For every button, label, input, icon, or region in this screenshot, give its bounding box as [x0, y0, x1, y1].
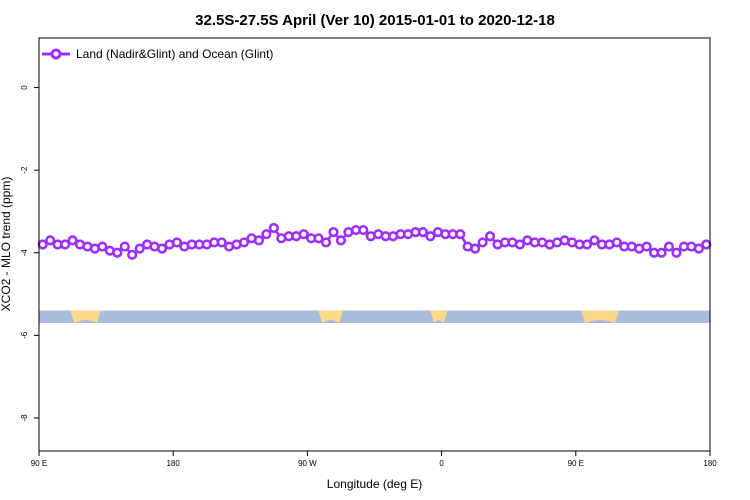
legend-label: Land (Nadir&Glint) and Ocean (Glint) — [76, 47, 273, 61]
data-point — [656, 247, 667, 258]
y-tick-label: -4 — [20, 249, 29, 257]
data-point — [134, 243, 145, 254]
land-segment-3 — [430, 310, 448, 323]
data-point — [112, 247, 123, 258]
x-axis-label: Longitude (deg E) — [327, 477, 422, 491]
data-point — [298, 229, 309, 240]
data-point — [641, 241, 652, 252]
data-point — [470, 243, 481, 254]
data-point — [45, 235, 56, 246]
data-point — [611, 237, 622, 248]
chart-title: 32.5S-27.5S April (Ver 10) 2015-01-01 to… — [195, 12, 555, 29]
x-tick-label: 90 E — [568, 459, 584, 468]
data-point — [663, 241, 675, 252]
data-point — [268, 222, 279, 234]
data-point — [261, 229, 272, 240]
data-point — [484, 231, 496, 242]
y-axis-label: XCO2 - MLO trend (ppm) — [0, 177, 13, 312]
data-point — [171, 237, 183, 248]
data-point — [514, 239, 525, 250]
data-point — [701, 239, 712, 250]
data-point — [335, 235, 347, 246]
x-tick-label: 180 — [703, 459, 717, 468]
data-point — [671, 247, 682, 258]
y-tick-label: 0 — [20, 85, 29, 90]
data-point — [589, 235, 600, 246]
ocean-band — [39, 310, 710, 323]
y-tick-label: -2 — [20, 166, 29, 174]
x-tick-label: 90 W — [298, 459, 317, 468]
data-point — [216, 237, 227, 248]
data-point — [320, 237, 332, 248]
data-point — [59, 239, 71, 250]
land-segment-2 — [318, 310, 344, 323]
land-segment-1 — [70, 310, 101, 323]
data-point — [313, 233, 324, 244]
legend: Land (Nadir&Glint) and Ocean (Glint) — [42, 47, 273, 61]
data-point — [97, 241, 108, 252]
y-axis: 0 -2 -4 -6 -8 — [20, 85, 39, 422]
data-point — [253, 235, 265, 246]
data-point — [67, 235, 78, 246]
data-point — [455, 229, 466, 240]
x-tick-label: 180 — [167, 459, 181, 468]
land-segment-4 — [581, 310, 619, 323]
x-tick-label: 90 E — [31, 459, 47, 468]
x-axis: 90 E 180 90 W 0 90 E 180 — [31, 451, 717, 468]
data-point — [127, 249, 138, 260]
data-point — [119, 241, 130, 252]
data-point — [425, 231, 436, 242]
data-point — [477, 237, 488, 248]
x-tick-label: 0 — [439, 459, 444, 468]
y-tick-label: -8 — [20, 414, 29, 422]
data-point — [156, 243, 168, 254]
data-point — [693, 243, 704, 254]
series-layer — [37, 222, 712, 260]
data-point — [417, 227, 429, 238]
plot-frame — [38, 37, 711, 452]
surface-band — [39, 310, 710, 323]
data-point — [581, 239, 593, 250]
data-point — [328, 227, 339, 238]
y-tick-label: -6 — [20, 331, 29, 339]
data-point — [358, 224, 369, 236]
data-point — [238, 237, 250, 248]
legend-marker — [50, 48, 62, 60]
